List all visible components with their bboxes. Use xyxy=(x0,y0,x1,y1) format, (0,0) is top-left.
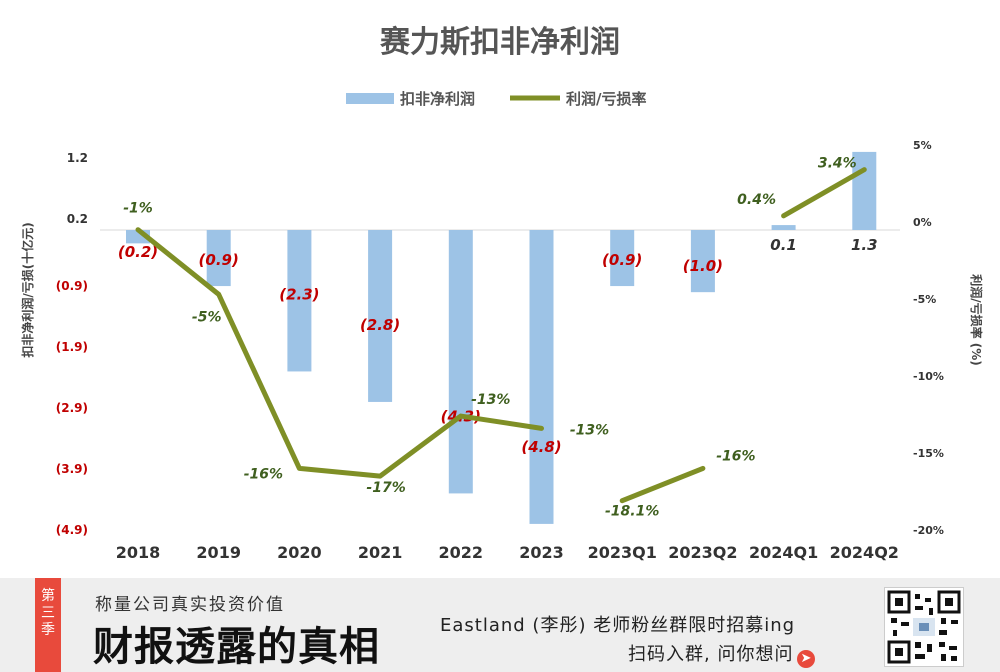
season-badge: 第三季 xyxy=(35,578,61,672)
right-tick-label: -20% xyxy=(913,524,944,537)
bar-label-2021: (2.8) xyxy=(360,316,400,334)
right-axis-ticks: 5% 0% -5% -10% -15% -20% xyxy=(913,139,944,537)
footer-banner: 第三季 称量公司真实投资价值 财报透露的真相 Eastland (李彤) 老师粉… xyxy=(0,578,1000,672)
bar-label-2023Q2: (1.0) xyxy=(683,257,723,275)
right-tick-label: -15% xyxy=(913,447,944,460)
x-tick-2018: 2018 xyxy=(116,543,161,562)
x-tick-2024Q1: 2024Q1 xyxy=(749,543,818,562)
x-tick-2022: 2022 xyxy=(439,543,484,562)
left-axis-label: 扣非净利润/亏损(十亿元) xyxy=(20,222,35,357)
chart-title: 赛力斯扣非净利润 xyxy=(380,25,620,60)
x-tick-2021: 2021 xyxy=(358,543,403,562)
line-data-labels: -1% -5% -16% -17% -13% -13% -18.1% -16% 0.4% 3.4% xyxy=(123,156,857,520)
banner-title: 财报透露的真相 xyxy=(93,623,380,670)
legend-bar-swatch xyxy=(346,93,394,104)
line-label-2023Q2: -16% xyxy=(716,448,755,464)
bar-2023 xyxy=(529,230,554,524)
x-tick-2024Q2: 2024Q2 xyxy=(830,543,899,562)
line-label-2019: -5% xyxy=(192,309,222,325)
left-tick-label: (0.9) xyxy=(56,279,88,293)
x-tick-2019: 2019 xyxy=(196,543,241,562)
legend-line-label: 利润/亏损率 xyxy=(566,90,646,108)
bar-2021 xyxy=(368,230,393,402)
bar-label-2019: (0.9) xyxy=(199,251,239,269)
cta-text: 扫码入群, 问你想问 xyxy=(628,644,794,665)
x-tick-2020: 2020 xyxy=(277,543,322,562)
cta-link[interactable]: 扫码入群, 问你想问 ➤ xyxy=(628,640,816,668)
left-axis-ticks: 1.2 0.2 (0.9) (1.9) (2.9) (3.9) (4.9) xyxy=(56,151,88,537)
right-tick-label: 5% xyxy=(913,139,932,152)
bar-label-2023: (4.8) xyxy=(521,438,561,456)
bar-2019 xyxy=(206,230,231,287)
bar-series xyxy=(126,151,877,524)
bar-2020 xyxy=(287,230,312,372)
qr-code-icon[interactable] xyxy=(884,587,964,667)
qr-code-graphic xyxy=(887,590,961,664)
bar-2024Q1 xyxy=(771,225,796,230)
bar-2023Q1 xyxy=(610,230,635,287)
bar-data-labels: (0.2) (0.9)(2.3)(2.8)(4.3)(4.8)(0.9) (1.0)… xyxy=(118,236,878,456)
bar-label-2020: (2.3) xyxy=(279,285,319,303)
line-label-2018: -1% xyxy=(123,201,153,217)
right-axis-label: 利润/亏损率 (%) xyxy=(969,274,984,366)
left-tick-label: (1.9) xyxy=(56,340,88,354)
right-tick-label: -10% xyxy=(913,370,944,383)
x-axis-ticks: 2018 2019 2020 2021 2022 2023 2023Q1 2023Q2 2024… xyxy=(116,543,899,562)
line-segment-2 xyxy=(619,465,706,504)
line-label-2020: -16% xyxy=(244,466,283,482)
left-tick-label: (2.9) xyxy=(56,401,88,415)
bar-label-2024Q2: 1.3 xyxy=(851,236,878,254)
line-label-2021: -17% xyxy=(366,480,405,496)
line-label-2022: -13% xyxy=(471,392,510,408)
x-tick-2023Q2: 2023Q2 xyxy=(668,543,737,562)
right-tick-label: 0% xyxy=(913,216,932,229)
bar-2022 xyxy=(448,230,473,494)
legend-bar-label: 扣非净利润 xyxy=(400,90,475,108)
arrow-right-circle-icon: ➤ xyxy=(797,650,816,668)
x-tick-2023: 2023 xyxy=(519,543,564,562)
left-tick-label: 1.2 xyxy=(67,151,88,165)
right-tick-label: -5% xyxy=(913,293,936,306)
x-tick-2023Q1: 2023Q1 xyxy=(588,543,657,562)
line-series xyxy=(135,167,867,504)
left-tick-label: (4.9) xyxy=(56,523,88,537)
line-label-2023: -13% xyxy=(570,422,609,438)
chart: 赛力斯扣非净利润 扣非净利润 利润/亏损率 扣非净利润/亏损(十亿元) 利润/亏… xyxy=(20,25,984,562)
legend: 扣非净利润 利润/亏损率 xyxy=(346,90,646,108)
banner-subtitle: 称量公司真实投资价值 xyxy=(95,595,285,615)
season-label: 第三季 xyxy=(41,588,55,638)
bar-2023Q2 xyxy=(690,230,715,293)
line-label-2023Q1: -18.1% xyxy=(605,504,659,520)
bar-2024Q2 xyxy=(852,151,877,230)
line-segment-1 xyxy=(135,227,544,479)
bar-label-2018: (0.2) xyxy=(118,243,158,261)
line-segment-3 xyxy=(781,167,867,219)
line-label-2024Q1: 0.4% xyxy=(737,192,776,208)
left-tick-label: (3.9) xyxy=(56,462,88,476)
promo-text: Eastland (李彤) 老师粉丝群限时招募ing xyxy=(440,615,796,636)
bar-label-2023Q1: (0.9) xyxy=(602,251,642,269)
bar-label-2024Q1: 0.1 xyxy=(770,236,797,254)
left-tick-label: 0.2 xyxy=(67,212,88,226)
line-label-2024Q2: 3.4% xyxy=(818,156,857,172)
